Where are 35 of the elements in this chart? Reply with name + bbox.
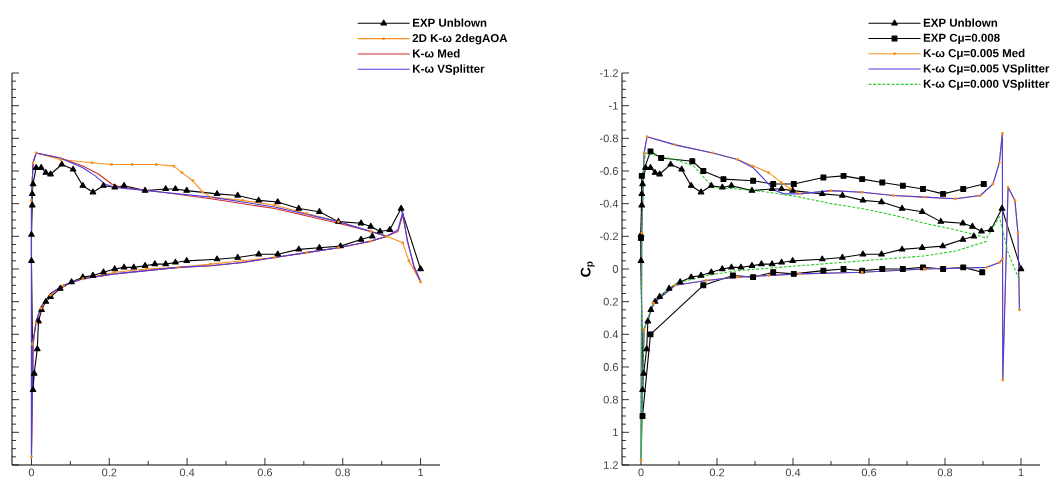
legend-label: K-ω Cμ=0.005 VSplitter (923, 64, 1050, 75)
y-tick-label: 1 (613, 428, 618, 437)
x-tick-label: 0.2 (102, 468, 117, 477)
y-tick-label: 0 (612, 265, 619, 273)
x-tick-label: 0.4 (179, 468, 195, 477)
x-tick-label: 0.8 (937, 468, 953, 477)
x-tick-label: 0 (638, 468, 644, 477)
legend-label: EXP Unblown (923, 18, 998, 27)
legend-label: K-ω Med (413, 49, 460, 58)
legend-label: K-ω Cμ=0.000 VSplitter (923, 79, 1050, 91)
x-tick-label: 0 (28, 468, 35, 477)
x-tick-label: 0.8 (335, 468, 350, 477)
x-tick-label: 1 (1018, 468, 1024, 477)
x-tick-label: 1 (418, 468, 424, 477)
y-tick-label: -0.8 (600, 134, 618, 143)
legend-label: EXP Unblown (413, 18, 487, 27)
y-tick-label: -1.2 (600, 69, 618, 77)
y-tick-label: -1 (609, 101, 618, 110)
y-tick-label: -0.6 (600, 167, 618, 175)
legend-label: EXP Cμ=0.008 (923, 33, 1000, 45)
x-tick-label: 0.4 (785, 468, 801, 477)
y-axis-title: C$_{p}$ (580, 261, 595, 277)
legend-label: K-ω Cμ=0.005 Med (923, 48, 1025, 60)
x-tick-label: 0.6 (861, 468, 877, 477)
x-tick-label: 0.6 (257, 468, 273, 477)
y-tick-label: 0.6 (603, 363, 618, 371)
y-tick-label: 0.2 (603, 297, 618, 306)
y-tick-label: -0.4 (600, 199, 619, 208)
legend-label: 2D K-ω 2degAOA (412, 33, 508, 45)
y-tick-label: -0.2 (600, 232, 618, 241)
x-tick-label: 0.2 (709, 468, 725, 477)
legend-label: K-ω VSplitter (413, 64, 485, 76)
y-tick-label: 1.2 (604, 461, 618, 469)
y-tick-label: 0.4 (603, 330, 619, 339)
y-tick-label: 0.8 (603, 395, 618, 404)
